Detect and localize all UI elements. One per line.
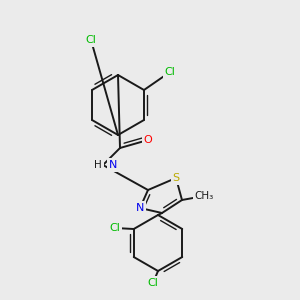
Text: N: N	[109, 160, 117, 170]
Text: Cl: Cl	[165, 67, 176, 77]
Text: Cl: Cl	[148, 278, 158, 288]
Text: Cl: Cl	[110, 223, 120, 233]
Text: O: O	[144, 135, 152, 145]
Text: S: S	[172, 173, 180, 183]
Text: H: H	[94, 160, 102, 170]
Text: N: N	[136, 203, 144, 213]
Text: Cl: Cl	[85, 35, 96, 45]
Text: CH₃: CH₃	[194, 191, 214, 201]
